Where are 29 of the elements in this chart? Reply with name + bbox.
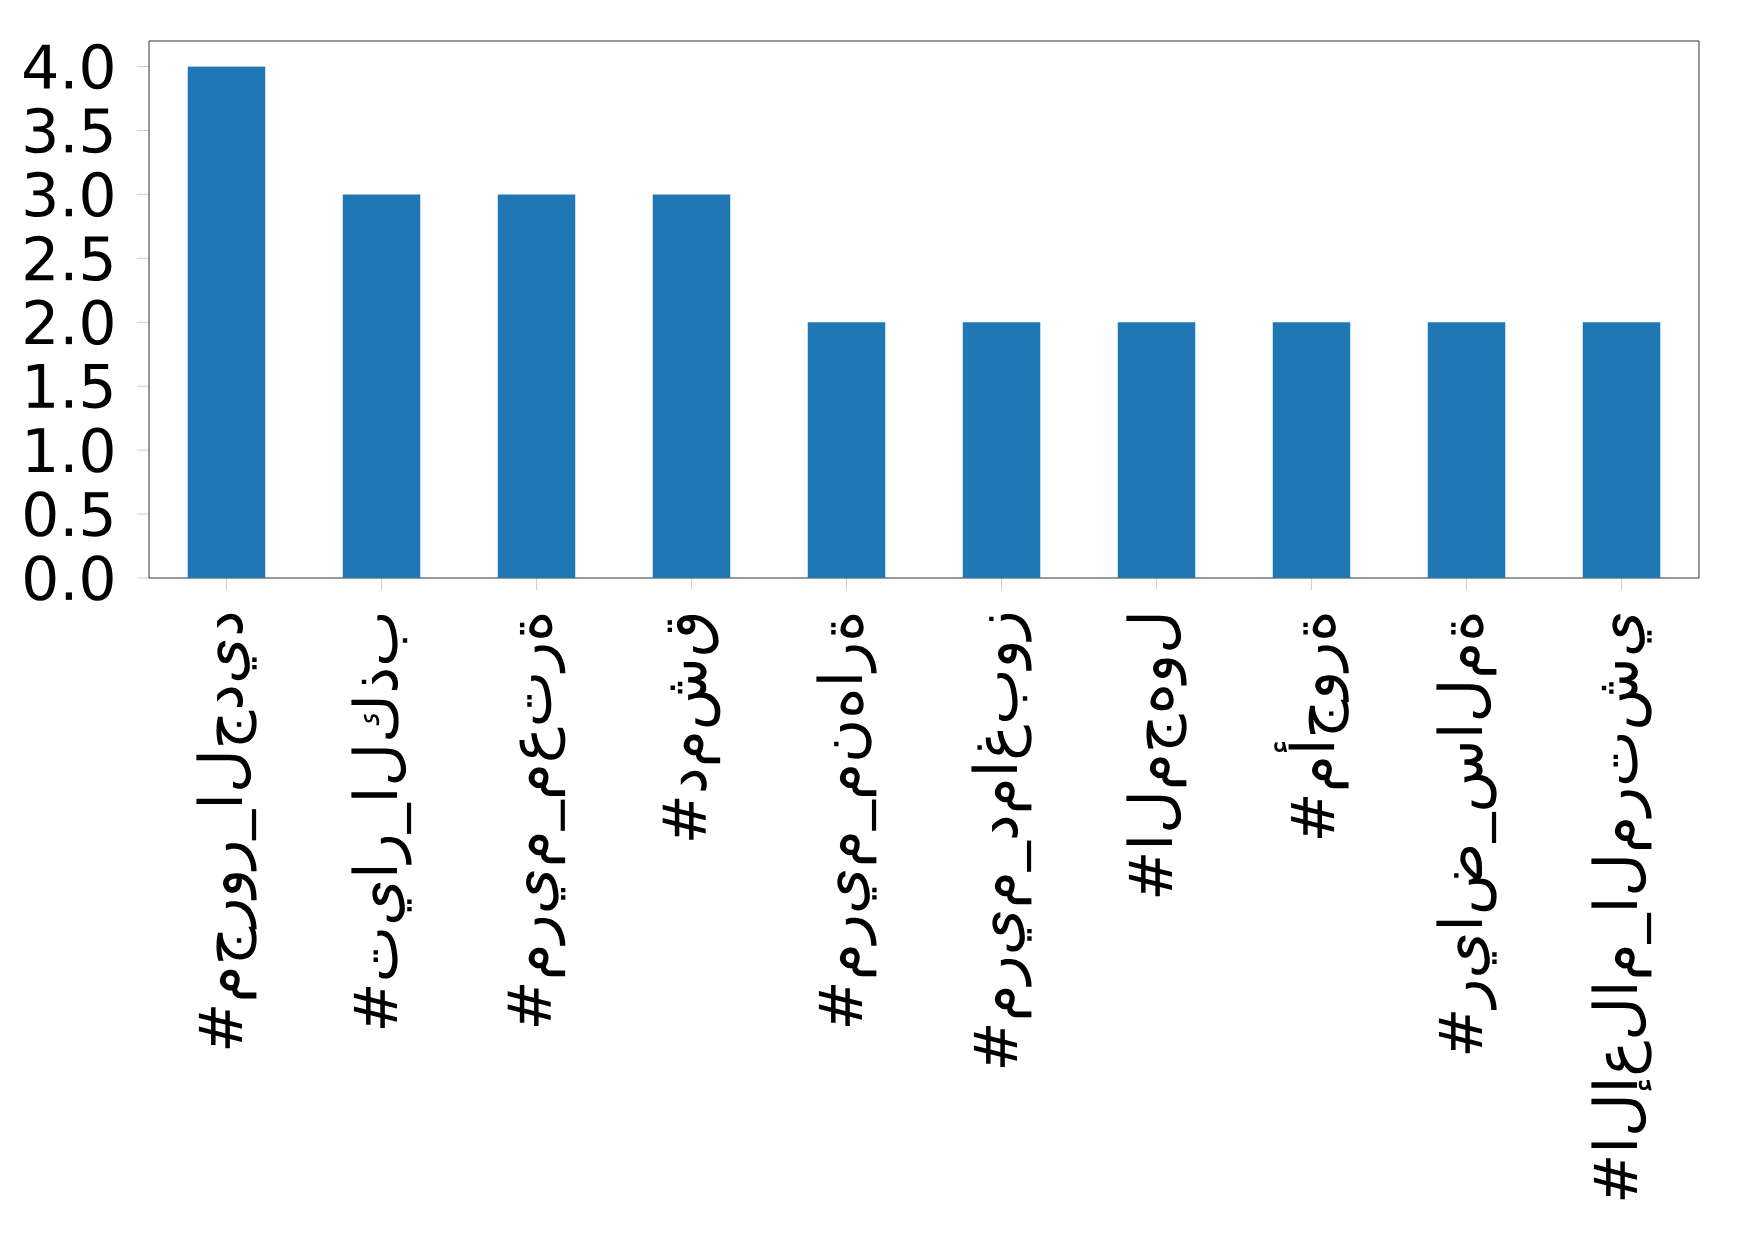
y-tick-label: 3.0 [25, 171, 113, 218]
bar [652, 194, 731, 578]
x-tick-label: #مجرور_الجديد [196, 613, 257, 1049]
y-tick-label: 4.0 [24, 43, 113, 90]
x-tick-label: #مأجورة [1274, 614, 1349, 838]
bar [342, 194, 421, 578]
x-tick-label: #تيار_الكذب [351, 614, 412, 1029]
bar [497, 194, 576, 578]
y-tick-label: 0.0 [25, 555, 113, 601]
x-tick-label: #الإعلام_المرتشي [1591, 614, 1652, 1200]
y-tick-label: 3.5 [25, 107, 112, 154]
x-tick-label: #مريم_منهارة [816, 614, 877, 1026]
y-tick-label: 1.5 [27, 363, 112, 409]
y-tick-label: 0.5 [25, 491, 112, 537]
bar [1272, 322, 1351, 578]
bar [1582, 322, 1661, 578]
y-tick-label: 2.0 [25, 299, 113, 345]
bar [1117, 322, 1196, 578]
bar [962, 322, 1041, 578]
bar [1427, 322, 1506, 578]
bar [807, 322, 886, 578]
y-tick-label: 2.5 [25, 235, 112, 282]
x-tick-label: #رياض_سالمة [1436, 614, 1497, 1054]
x-tick-label: #مريم_معترة [507, 614, 566, 1027]
x-tick-label: #دمشق [662, 614, 721, 840]
x-tick-label: #مريم_دماغبوز [971, 614, 1032, 1068]
y-tick-label: 1.0 [27, 427, 113, 473]
x-tick-label: #المجهول [1126, 615, 1187, 897]
bar [187, 66, 266, 578]
